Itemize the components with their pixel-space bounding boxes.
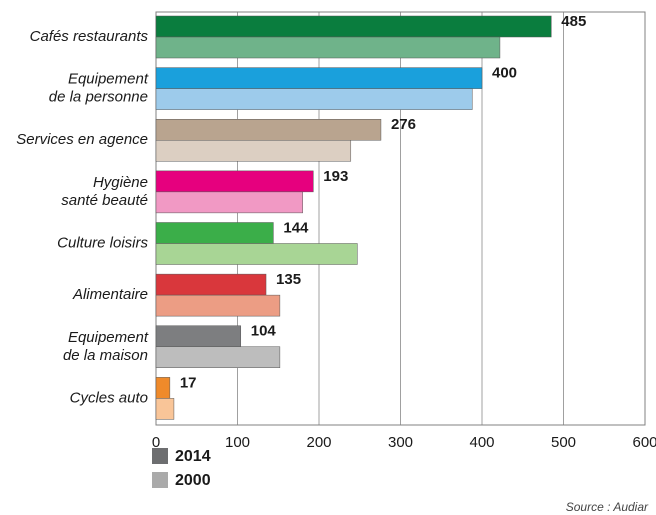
bar bbox=[155, 88, 473, 110]
x-tick-label: 600 bbox=[632, 434, 656, 451]
x-tick-label: 300 bbox=[388, 434, 413, 451]
category-label: Equipement de la maison bbox=[63, 329, 149, 364]
bar bbox=[155, 67, 483, 89]
x-tick-label: 0 bbox=[152, 434, 160, 451]
bar bbox=[155, 398, 175, 420]
bar bbox=[155, 170, 314, 193]
bar bbox=[155, 222, 274, 244]
value-label: 144 bbox=[283, 219, 309, 236]
bar bbox=[155, 15, 552, 38]
bar bbox=[155, 346, 281, 368]
value-label: 104 bbox=[251, 323, 277, 340]
bar bbox=[155, 325, 242, 347]
plot-border bbox=[155, 11, 646, 426]
bar bbox=[155, 294, 281, 317]
bar bbox=[155, 119, 382, 141]
legend-swatch bbox=[152, 472, 168, 488]
value-label: 193 bbox=[323, 168, 348, 185]
x-tick-label: 200 bbox=[306, 434, 331, 451]
legend-label: 2000 bbox=[175, 472, 211, 489]
category-label: Services en agence bbox=[16, 131, 148, 148]
category-label: Culture loisirs bbox=[57, 234, 148, 251]
value-label: 485 bbox=[561, 13, 586, 30]
bar bbox=[155, 243, 358, 265]
category-label: Alimentaire bbox=[72, 286, 148, 303]
category-label: Equipement de la personne bbox=[49, 71, 149, 106]
bar bbox=[155, 36, 501, 59]
bar bbox=[155, 273, 267, 296]
x-tick-label: 100 bbox=[225, 434, 250, 451]
source: Source : Audiar bbox=[566, 500, 649, 514]
category-label: Cafés restaurants bbox=[30, 28, 149, 45]
legend-swatch bbox=[152, 448, 168, 464]
category-label: Cycles auto bbox=[70, 389, 148, 406]
x-tick-label: 400 bbox=[469, 434, 494, 451]
value-label: 400 bbox=[492, 65, 517, 82]
value-label: 276 bbox=[391, 116, 416, 133]
category-label: Hygiène santé beauté bbox=[61, 174, 148, 209]
value-label: 17 bbox=[180, 374, 197, 391]
bar bbox=[155, 140, 352, 162]
bar bbox=[155, 377, 171, 399]
legend-label: 2014 bbox=[175, 448, 211, 465]
x-tick-label: 500 bbox=[551, 434, 576, 451]
bar bbox=[155, 191, 303, 214]
value-label: 135 bbox=[276, 271, 301, 288]
